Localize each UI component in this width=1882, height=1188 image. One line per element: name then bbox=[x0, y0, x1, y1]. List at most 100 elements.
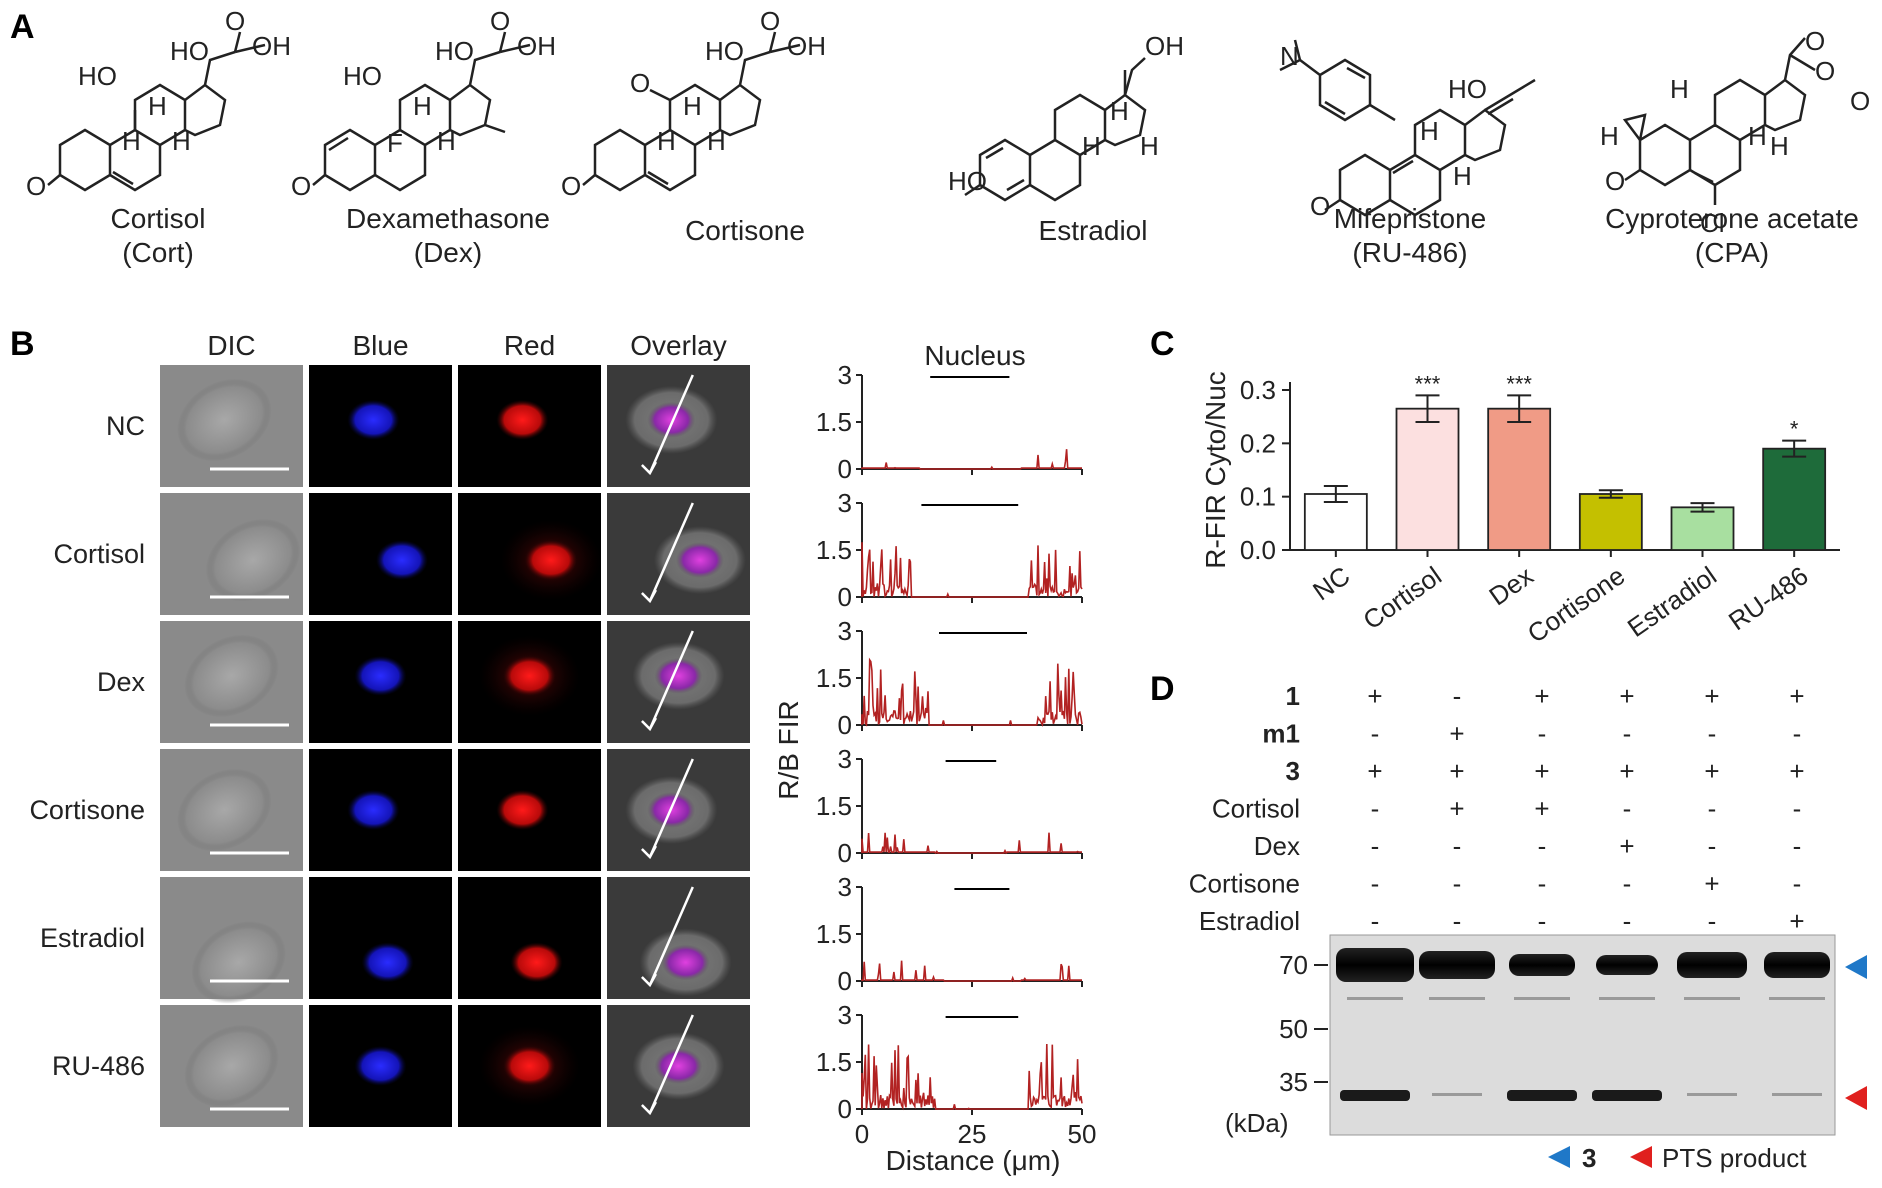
red-arrow-icon bbox=[1845, 1086, 1867, 1110]
column-header: DIC bbox=[207, 330, 255, 361]
bar bbox=[1762, 447, 1827, 551]
condition-value: - bbox=[1371, 869, 1380, 899]
atom-label: H bbox=[148, 91, 167, 121]
y-tick-label: 1.5 bbox=[816, 1047, 852, 1077]
nucleus-overlay bbox=[675, 542, 724, 579]
condition-value: + bbox=[1449, 719, 1464, 749]
column-header: Red bbox=[504, 330, 555, 361]
molecule-structure-mifepristone: N HO H H O bbox=[1279, 39, 1536, 221]
condition-label: 1 bbox=[1286, 681, 1300, 711]
x-tick-label: RU-486 bbox=[1723, 560, 1814, 636]
intensity-trace bbox=[861, 832, 1082, 855]
condition-value: - bbox=[1708, 831, 1717, 861]
condition-value: + bbox=[1449, 794, 1464, 824]
atom-label: OH bbox=[517, 31, 556, 61]
condition-label: Cortisone bbox=[1189, 869, 1300, 899]
y-tick-label: 3 bbox=[838, 360, 852, 390]
faint-band bbox=[1684, 997, 1740, 1000]
atom-label: H bbox=[122, 126, 141, 156]
intensity-trace bbox=[861, 657, 1083, 727]
chart-y-label: R-FIR Cyto/Nuc bbox=[1200, 371, 1231, 569]
y-tick-label: 0 bbox=[838, 838, 852, 868]
y-tick-label: 3 bbox=[838, 1000, 852, 1030]
y-tick-label: 0 bbox=[838, 710, 852, 740]
atom-label: H bbox=[1082, 131, 1101, 161]
profile-arrowhead bbox=[641, 589, 657, 604]
marker-label: 70 bbox=[1279, 950, 1308, 980]
blue-arrow-icon bbox=[1845, 955, 1867, 979]
atom-label: H bbox=[1140, 131, 1159, 161]
atom-label: O bbox=[1850, 86, 1870, 116]
atom-label: O bbox=[760, 6, 780, 36]
molecule-abbr: (Cort) bbox=[122, 237, 194, 268]
band-3 bbox=[1509, 954, 1575, 976]
atom-label: H bbox=[707, 126, 726, 156]
y-tick-label: 1.5 bbox=[816, 919, 852, 949]
x-tick-label: 50 bbox=[1068, 1119, 1097, 1149]
profile-arrowhead bbox=[641, 845, 657, 860]
condition-value: - bbox=[1453, 681, 1462, 711]
blot-membrane bbox=[1329, 934, 1836, 1136]
x-tick-label: Dex bbox=[1484, 560, 1539, 611]
row-label: Cortisone bbox=[29, 795, 145, 825]
condition-value: - bbox=[1538, 831, 1547, 861]
significance-label: * bbox=[1790, 417, 1799, 442]
condition-value: - bbox=[1371, 719, 1380, 749]
y-tick-label: 1.5 bbox=[816, 407, 852, 437]
profile-line bbox=[648, 1014, 694, 1114]
condition-value: - bbox=[1453, 906, 1462, 936]
molecule-name: Cortisol bbox=[111, 203, 206, 234]
band-3 bbox=[1336, 948, 1414, 982]
atom-label: H bbox=[1770, 131, 1789, 161]
microscopy-grid bbox=[160, 365, 750, 1127]
condition-value: - bbox=[1793, 719, 1802, 749]
molecule-structure-estradiol: OH H H H HO bbox=[948, 31, 1184, 202]
nucleus-blue bbox=[375, 540, 428, 581]
nucleus-blue bbox=[347, 399, 400, 440]
nucleus-blue bbox=[347, 790, 400, 830]
profile-line bbox=[648, 886, 694, 986]
condition-value: - bbox=[1623, 906, 1632, 936]
profile-arrowhead bbox=[641, 1101, 657, 1116]
atom-label: O bbox=[630, 68, 650, 98]
cell-shape bbox=[184, 634, 279, 718]
profile-axes bbox=[861, 375, 1082, 470]
row-label: RU-486 bbox=[52, 1051, 145, 1081]
y-tick-label: 1.5 bbox=[816, 535, 852, 565]
profile-axes bbox=[861, 887, 1082, 982]
column-header: Blue bbox=[352, 330, 408, 361]
atom-label: H bbox=[657, 126, 676, 156]
condition-label: Dex bbox=[1254, 831, 1300, 861]
row-label: Cortisol bbox=[53, 539, 145, 569]
x-tick-label: NC bbox=[1307, 560, 1355, 606]
faint-band bbox=[1772, 1093, 1822, 1096]
condition-value: + bbox=[1704, 869, 1719, 899]
significance-label: *** bbox=[1415, 371, 1441, 396]
faint-band bbox=[1687, 1093, 1737, 1096]
atom-label: H bbox=[1670, 74, 1689, 104]
row-label: NC bbox=[106, 411, 145, 441]
condition-value: + bbox=[1789, 681, 1804, 711]
atom-label: H bbox=[1748, 121, 1767, 151]
nucleus-overlay bbox=[647, 401, 696, 438]
condition-value: + bbox=[1704, 756, 1719, 786]
condition-value: - bbox=[1371, 906, 1380, 936]
x-tick-label: Cortisol bbox=[1358, 560, 1447, 635]
atom-label: H bbox=[172, 126, 191, 156]
band-pts-product bbox=[1507, 1090, 1577, 1101]
profile-arrowhead bbox=[641, 717, 657, 732]
condition-value: - bbox=[1708, 719, 1717, 749]
atom-label: O bbox=[26, 171, 46, 201]
atom-label: F bbox=[387, 128, 403, 158]
bar bbox=[1395, 407, 1460, 551]
atom-label: HO bbox=[705, 36, 744, 66]
unit-label: (kDa) bbox=[1225, 1108, 1289, 1138]
atom-label: HO bbox=[948, 166, 987, 196]
atom-label: O bbox=[225, 6, 245, 36]
profile-line bbox=[648, 758, 694, 858]
band-3 bbox=[1419, 951, 1495, 979]
nucleus-red bbox=[496, 399, 549, 440]
band-3 bbox=[1677, 952, 1747, 978]
